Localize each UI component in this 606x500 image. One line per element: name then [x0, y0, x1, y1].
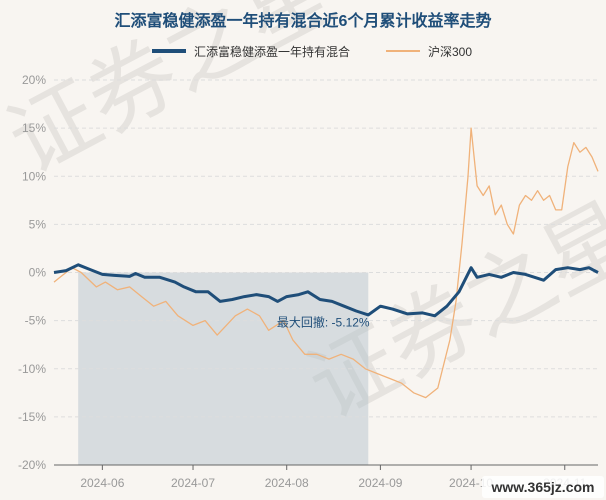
brand-text: www.365jz.com [491, 479, 595, 495]
x-tick-label: 2024-06 [80, 476, 124, 490]
fund-series-line [53, 263, 599, 318]
legend-label: 汇添富稳健添盈一年持有混合 [194, 44, 350, 59]
max-drawdown-label: 最大回撤: -5.12% [277, 314, 370, 329]
x-tick-label: 2024-08 [265, 476, 309, 490]
y-tick-label: 0% [29, 266, 47, 280]
chart-title: 汇添富稳健添盈一年持有混合近6个月累计收益率走势 [115, 11, 492, 30]
brand-watermark: www.365jz.com [482, 476, 604, 498]
x-tick-label: 2024-09 [358, 476, 402, 490]
brand-badge [482, 476, 604, 498]
legend: 汇添富稳健添盈一年持有混合 沪深300 [152, 44, 472, 59]
y-tick-label: -5% [25, 314, 47, 328]
y-tick-label: 5% [29, 217, 47, 231]
y-tick-label: -15% [18, 410, 46, 424]
legend-label: 沪深300 [428, 45, 472, 59]
y-tick-label: 15% [22, 121, 46, 135]
y-axis: 20% 15% 10% 5% 0% -5% -10% -15% -20% [18, 73, 46, 472]
benchmark-series-line [53, 127, 599, 399]
y-tick-label: -20% [18, 458, 46, 472]
series-lines [53, 127, 599, 399]
y-tick-label: 10% [22, 169, 46, 183]
x-tick-label: 2024-07 [171, 476, 215, 490]
y-tick-label: -10% [18, 362, 46, 376]
y-tick-label: 20% [22, 73, 46, 87]
